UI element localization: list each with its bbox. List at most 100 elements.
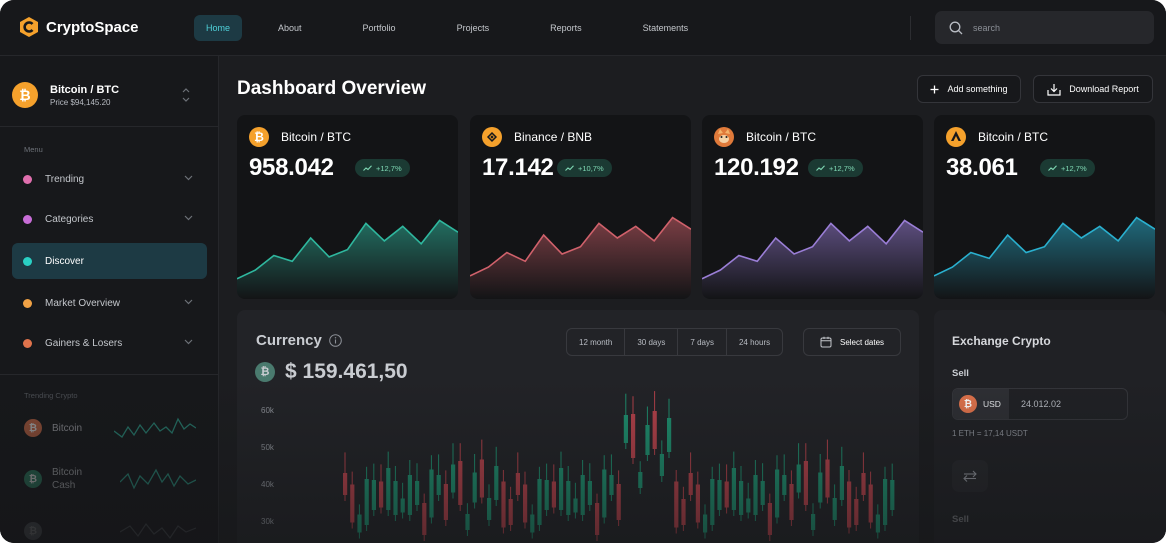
card-value: 120.192 [714,154,799,181]
candle-body [825,459,830,498]
candle-body [731,468,736,510]
nav-statements[interactable]: Statements [642,23,689,33]
sell-amount-field[interactable]: ₿ USD 24.012.02 [952,388,1128,420]
sparkline-area [702,220,923,299]
card-asset-name: Binance / BNB [514,130,593,144]
candle-body [710,479,715,525]
candle-body [674,481,679,528]
sell-label: Sell [952,514,969,525]
range-30-days[interactable]: 30 days [625,329,679,355]
divider [0,126,219,127]
calendar-icon [820,336,832,348]
asset-card[interactable]: Bitcoin / BTC 120.192 +12,7% [702,115,923,299]
sidebar: ₿ Bitcoin / BTC Price $94,145.20 Menu Tr… [0,56,219,543]
select-dates-label: Select dates [839,337,885,347]
nav-home[interactable]: Home [194,15,243,41]
candle-body [868,484,873,523]
sidebar-item-gainers-losers[interactable]: Gainers & Losers [12,325,207,361]
shiba-icon [714,127,734,147]
change-badge: +12,7% [355,159,410,177]
trend-sparkline [120,468,196,490]
card-asset-name: Bitcoin / BTC [746,130,817,144]
menu-label: Menu [24,145,43,154]
candle-body [544,480,549,510]
download-report-label: Download Report [1069,84,1139,94]
select-dates-button[interactable]: Select dates [803,328,901,356]
exchange-rate: 1 ETH = 17,14 USDT [952,429,1028,438]
currency-code: USD [983,399,1001,409]
candle-body [688,473,693,495]
candle-body [422,503,427,535]
candle-body [530,514,535,533]
candle-body [739,481,744,515]
candle-body [364,479,369,525]
divider [910,16,911,40]
sidebar-item-market-overview[interactable]: Market Overview [12,285,207,321]
sparkline-area [934,217,1155,299]
asset-selector[interactable]: ₿ Bitcoin / BTC Price $94,145.20 [12,80,202,110]
candle-body [451,464,456,493]
candle-body [803,461,808,505]
dot-icon [23,214,32,224]
sidebar-item-trending[interactable]: Trending [12,161,207,197]
candle-body [458,461,463,505]
candle-body [875,514,880,533]
card-asset-name: Bitcoin / BTC [978,130,1049,144]
currency-title: Currency [256,332,322,349]
app-logo[interactable]: CryptoSpace [18,16,139,38]
asset-card[interactable]: Binance / BNB 17.142 +10,7% [470,115,691,299]
candle-body [523,484,528,523]
search-box[interactable] [935,11,1154,44]
range-7-days[interactable]: 7 days [678,329,727,355]
candle-body [415,481,420,505]
nav-reports[interactable]: Reports [550,23,582,33]
add-something-button[interactable]: Add something [917,75,1021,103]
bitcoin-cash-icon: ₿ [24,470,42,488]
sparkline-area [470,217,691,299]
candle-body [717,480,722,510]
main-nav: Home About Portfolio Projects Reports St… [194,15,737,41]
candle-body [443,484,448,520]
candle-body [832,498,837,520]
trending-item[interactable]: ₿ Bitcoin Cash [24,464,199,494]
sidebar-item-categories[interactable]: Categories [12,201,207,237]
candle-body [623,415,628,443]
card-sparkline [934,216,1155,299]
info-icon[interactable] [329,334,342,347]
trending-item[interactable]: ₿ [24,516,199,543]
candle-body [724,481,729,508]
range-12-month[interactable]: 12 month [567,329,626,355]
nav-portfolio[interactable]: Portfolio [362,23,396,33]
sidebar-item-label: Market Overview [45,297,121,309]
nav-projects[interactable]: Projects [456,23,490,33]
trend-up-icon [363,165,372,171]
sparkline-line [934,216,1155,277]
asset-card[interactable]: ₿ Bitcoin / BTC 958.042 +12,7% [237,115,458,299]
sidebar-item-discover[interactable]: Discover [12,243,207,279]
candle-body [508,499,513,525]
asset-name: Bitcoin / BTC [50,83,120,96]
currency-select[interactable]: ₿ USD [953,389,1009,419]
trending-name: Bitcoin [52,422,83,434]
candle-body [609,475,614,495]
coin-icon: ₿ [24,522,42,540]
dot-icon [23,338,32,348]
trending-item[interactable]: ₿ Bitcoin [24,413,199,443]
sidebar-item-label: Categories [45,213,94,225]
candle-body [465,514,470,530]
nav-about[interactable]: About [278,23,302,33]
download-report-button[interactable]: Download Report [1033,75,1153,103]
candle-body [573,498,578,513]
range-24-hours[interactable]: 24 hours [738,337,771,347]
amount-value[interactable]: 24.012.02 [1021,399,1062,409]
candle-body [487,498,492,520]
card-value: 958.042 [249,154,334,181]
candle-body [767,503,772,535]
candle-body [587,481,592,505]
asset-card[interactable]: Bitcoin / BTC 38.061 +12,7% [934,115,1155,299]
exchange-title: Exchange Crypto [952,334,1051,348]
trend-sparkline [120,522,196,540]
swap-button[interactable] [952,460,988,492]
search-input[interactable] [973,22,1133,33]
